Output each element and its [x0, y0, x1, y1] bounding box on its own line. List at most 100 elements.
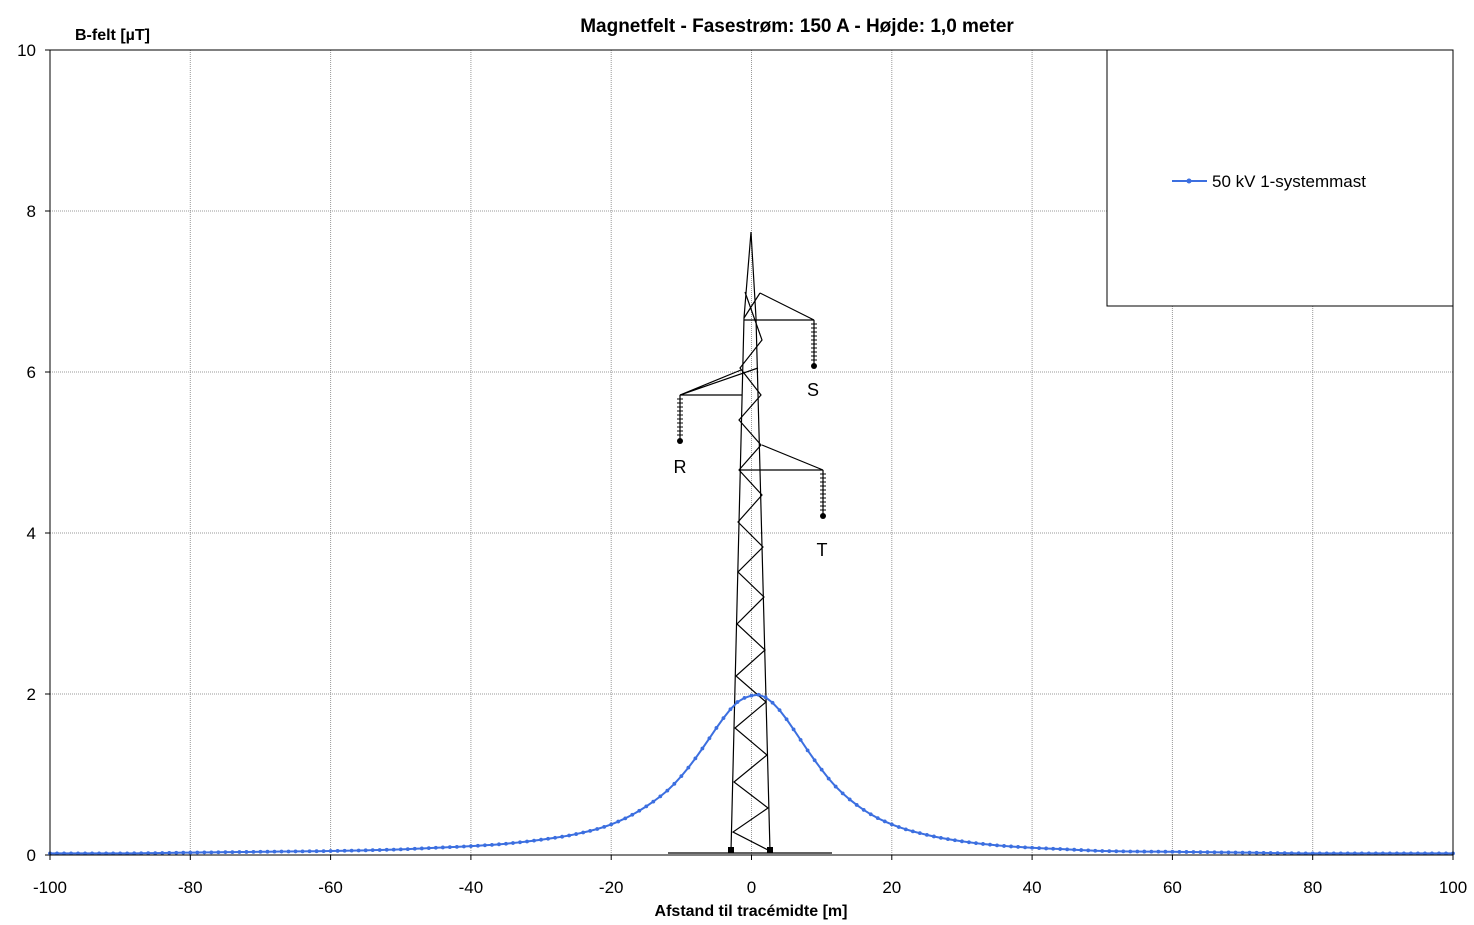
series-point	[658, 794, 663, 799]
series-point	[398, 847, 403, 852]
series-point	[1268, 851, 1273, 855]
series-point	[700, 746, 705, 751]
series-point	[960, 839, 964, 844]
y-axis-label: B-felt [µT]	[75, 27, 150, 44]
x-tick-label: 0	[747, 878, 756, 897]
series-point	[1324, 851, 1329, 856]
series-point	[1373, 851, 1378, 856]
x-tick-label: -60	[318, 878, 343, 897]
x-tick-label: -100	[33, 878, 67, 897]
series-point	[1086, 848, 1091, 853]
series-point	[939, 835, 943, 840]
series-point	[953, 838, 957, 843]
x-tick-label: -80	[178, 878, 203, 897]
series-point	[967, 840, 971, 845]
series-point	[370, 848, 375, 853]
series-point	[419, 846, 424, 851]
series-point	[833, 784, 838, 789]
series-point	[1366, 851, 1371, 856]
series-point	[917, 831, 922, 836]
series-point	[1044, 846, 1049, 851]
phase-label-t: T	[817, 540, 828, 560]
series-point	[454, 844, 459, 849]
series-point	[861, 808, 866, 812]
series-point	[1065, 847, 1070, 852]
series-point	[483, 843, 487, 848]
series-point	[707, 736, 712, 741]
series-point	[1444, 851, 1448, 856]
series-point	[139, 851, 144, 856]
series-point	[1247, 850, 1252, 855]
series-point	[1030, 845, 1034, 850]
series-point	[574, 832, 579, 836]
series-point	[504, 841, 508, 846]
series-point	[244, 850, 249, 854]
series-point	[1100, 849, 1105, 853]
series-point	[111, 851, 116, 856]
series-point	[1226, 850, 1231, 855]
series-point	[1114, 849, 1119, 854]
series-point	[1149, 849, 1154, 854]
series-point	[342, 848, 347, 853]
series-point	[321, 849, 326, 853]
series-point	[447, 845, 452, 850]
series-point	[637, 808, 642, 813]
series-point	[384, 847, 389, 852]
series-point	[981, 842, 985, 846]
series-point	[125, 851, 130, 856]
series-point	[595, 827, 600, 831]
series-point	[791, 727, 796, 732]
series-point	[160, 851, 165, 855]
series-point	[525, 839, 529, 844]
series-markers	[48, 692, 1455, 856]
series-point	[1303, 851, 1308, 856]
series-point	[97, 851, 102, 856]
series-point	[714, 726, 719, 730]
series-point	[202, 850, 207, 855]
series-point	[1317, 851, 1322, 856]
series-point	[910, 829, 915, 834]
series-point	[412, 846, 417, 851]
x-tick-label: -20	[599, 878, 624, 897]
series-point	[1121, 849, 1126, 854]
series-point	[314, 849, 319, 854]
series-point	[679, 774, 684, 779]
series-point	[686, 765, 691, 770]
plot-frame	[49, 49, 1454, 856]
series-point	[1037, 846, 1042, 851]
y-tick-label: 0	[27, 846, 36, 865]
y-tick-label: 8	[27, 202, 36, 221]
series-point	[146, 851, 151, 856]
series-point	[90, 851, 94, 856]
series-point	[118, 851, 123, 856]
series-point	[300, 849, 305, 854]
legend-box	[1106, 49, 1454, 307]
series-point	[946, 837, 950, 842]
series-point	[279, 849, 284, 854]
x-tick-label: 100	[1439, 878, 1467, 897]
series-point	[132, 851, 137, 856]
series-point	[672, 781, 677, 786]
series-point	[735, 700, 740, 704]
series-point	[896, 825, 901, 829]
series-point	[1093, 848, 1098, 853]
series-point	[62, 851, 66, 856]
series-point	[1430, 851, 1434, 856]
series-point	[784, 717, 789, 722]
phase-label-r: R	[674, 457, 687, 477]
series-point	[1338, 851, 1343, 856]
series-point	[469, 844, 473, 849]
series-point	[1394, 851, 1399, 856]
series-point	[104, 851, 109, 856]
series-point	[644, 804, 649, 809]
series-point	[854, 803, 859, 807]
series-point	[826, 776, 831, 781]
series-point	[1401, 851, 1406, 856]
series-point	[1437, 851, 1441, 856]
series-point	[1009, 844, 1013, 849]
series-point	[1387, 851, 1392, 856]
x-tick-label: -40	[459, 878, 484, 897]
series-point	[995, 843, 999, 848]
series-point	[265, 849, 270, 854]
